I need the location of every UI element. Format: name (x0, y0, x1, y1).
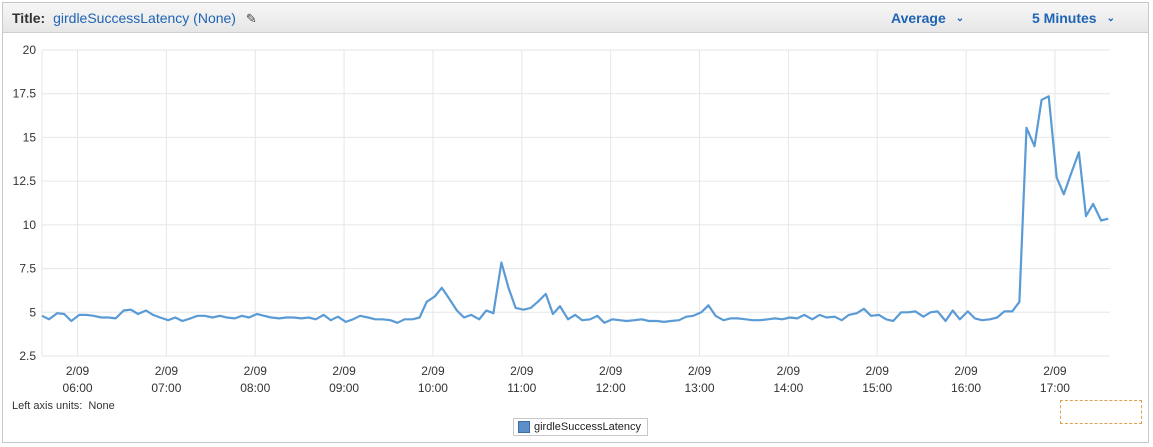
x-tick-date: 2/09 (244, 364, 268, 378)
x-tick-time: 06:00 (63, 381, 93, 395)
y-tick-label: 15 (23, 130, 37, 144)
x-tick-time: 13:00 (684, 381, 714, 395)
x-tick-time: 12:00 (596, 381, 626, 395)
period-value: 5 Minutes (1032, 10, 1097, 26)
x-tick-date: 2/09 (866, 364, 890, 378)
selection-box (1060, 400, 1142, 424)
x-tick-date: 2/09 (332, 364, 356, 378)
y-tick-label: 7.5 (19, 262, 36, 276)
x-tick-time: 15:00 (862, 381, 892, 395)
y-tick-label: 20 (23, 43, 37, 57)
x-tick-date: 2/09 (599, 364, 623, 378)
units-value: None (88, 400, 115, 412)
y-tick-label: 17.5 (13, 87, 37, 101)
y-tick-label: 12.5 (13, 174, 37, 188)
statistic-value: Average (891, 10, 946, 26)
x-tick-date: 2/09 (954, 364, 978, 378)
x-tick-time: 14:00 (773, 381, 803, 395)
line-chart: 2.5 5 7.5 10 12.5 15 17.5 20 2/09 06:00 2/09 07:00… (13, 43, 1110, 395)
legend-swatch (518, 421, 530, 433)
graph-title: Title: girdleSuccessLatency (None) ✎ (12, 10, 257, 27)
x-tick-date: 2/09 (688, 364, 712, 378)
title-value[interactable]: girdleSuccessLatency (None) (53, 10, 236, 26)
pencil-icon[interactable]: ✎ (245, 11, 257, 26)
chevron-down-icon: ⌄ (1106, 13, 1115, 24)
x-tick-time: 10:00 (418, 381, 448, 395)
x-tick-time: 08:00 (240, 381, 270, 395)
series-line (41, 95, 1109, 324)
legend-item[interactable]: girdleSuccessLatency (513, 418, 649, 436)
x-tick-time: 07:00 (151, 381, 181, 395)
statistic-dropdown[interactable]: Average ⌄ (891, 10, 964, 26)
legend-label: girdleSuccessLatency (534, 421, 642, 433)
y-tick-label: 5 (29, 305, 36, 319)
graph-header: Title: girdleSuccessLatency (None) ✎ Ave… (3, 3, 1148, 33)
x-tick-time: 09:00 (329, 381, 359, 395)
x-tick-date: 2/09 (66, 364, 90, 378)
x-tick-date: 2/09 (155, 364, 179, 378)
title-label: Title: (12, 10, 46, 26)
x-tick-time: 17:00 (1040, 381, 1070, 395)
y-tick-label: 10 (23, 218, 37, 232)
y-tick-label: 2.5 (19, 349, 36, 363)
x-tick-time: 16:00 (951, 381, 981, 395)
x-tick-time: 11:00 (507, 381, 536, 395)
units-label: Left axis units: (12, 400, 83, 412)
x-tick-date: 2/09 (421, 364, 445, 378)
period-dropdown[interactable]: 5 Minutes ⌄ (1032, 10, 1115, 26)
chevron-down-icon: ⌄ (955, 13, 965, 24)
x-tick-date: 2/09 (510, 364, 534, 378)
x-tick-date: 2/09 (1043, 364, 1067, 378)
axis-units: Left axis units: None (12, 400, 115, 412)
x-tick-date: 2/09 (777, 364, 801, 378)
